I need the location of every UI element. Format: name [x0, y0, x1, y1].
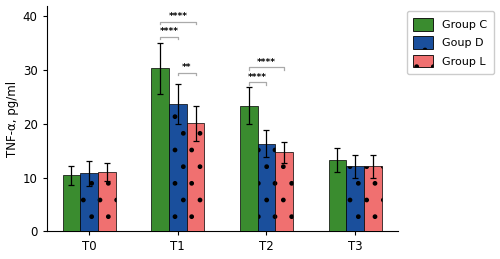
Bar [328, 160, 346, 232]
Bar [186, 123, 204, 232]
Bar [364, 166, 382, 232]
Bar [169, 104, 186, 232]
Text: ****: **** [160, 27, 178, 36]
Text: ****: **** [168, 12, 188, 21]
Bar [346, 166, 364, 232]
Bar [276, 152, 293, 232]
Text: ****: **** [257, 57, 276, 67]
Text: **: ** [182, 63, 192, 72]
Text: ****: **** [248, 73, 267, 82]
Bar [98, 172, 116, 232]
Y-axis label: TNF-α, pg/ml: TNF-α, pg/ml [6, 81, 18, 156]
Bar [62, 176, 80, 232]
Bar [240, 106, 258, 232]
Bar [151, 68, 169, 232]
Bar [80, 173, 98, 232]
Bar [258, 144, 276, 232]
Legend: Group C, Goup D, Group L: Group C, Goup D, Group L [406, 11, 494, 74]
